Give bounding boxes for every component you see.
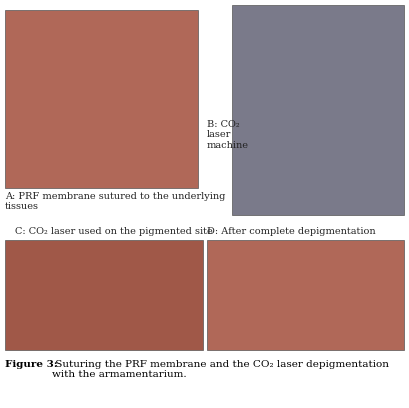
Text: Figure 3:: Figure 3: bbox=[5, 360, 58, 369]
Text: D: After complete depigmentation: D: After complete depigmentation bbox=[207, 227, 375, 236]
Bar bbox=[207, 240, 404, 350]
Text: B: CO₂
laser
machine: B: CO₂ laser machine bbox=[207, 120, 249, 150]
Text: A: PRF membrane sutured to the underlying
tissues: A: PRF membrane sutured to the underlyin… bbox=[5, 192, 225, 211]
Bar bbox=[232, 5, 404, 215]
Text: C: CO₂ laser used on the pigmented site: C: CO₂ laser used on the pigmented site bbox=[15, 227, 213, 236]
Bar bbox=[5, 10, 198, 188]
Bar bbox=[5, 240, 203, 350]
Text: Suturing the PRF membrane and the CO₂ laser depigmentation
with the armamentariu: Suturing the PRF membrane and the CO₂ la… bbox=[52, 360, 389, 379]
